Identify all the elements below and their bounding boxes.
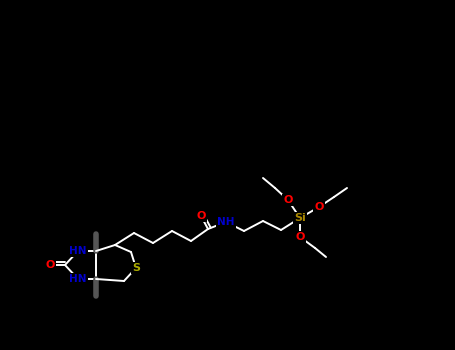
Text: O: O — [196, 211, 206, 221]
Text: O: O — [295, 232, 305, 242]
Text: HN: HN — [69, 274, 87, 284]
Text: O: O — [46, 260, 55, 270]
Text: Si: Si — [294, 213, 306, 223]
Text: HN: HN — [69, 246, 87, 256]
Text: O: O — [314, 202, 324, 212]
Text: NH: NH — [217, 217, 235, 227]
Text: O: O — [283, 195, 293, 205]
Text: S: S — [132, 263, 140, 273]
